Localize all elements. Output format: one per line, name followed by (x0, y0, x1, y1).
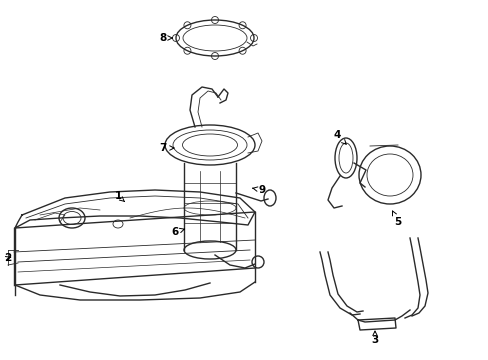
Text: 4: 4 (333, 130, 346, 144)
Text: 8: 8 (159, 33, 172, 43)
Text: 7: 7 (159, 143, 174, 153)
Text: 5: 5 (392, 211, 401, 227)
Text: 2: 2 (4, 253, 12, 263)
Text: 1: 1 (114, 191, 124, 202)
Text: 6: 6 (171, 227, 184, 237)
Text: 9: 9 (252, 185, 265, 195)
Text: 3: 3 (370, 331, 378, 345)
